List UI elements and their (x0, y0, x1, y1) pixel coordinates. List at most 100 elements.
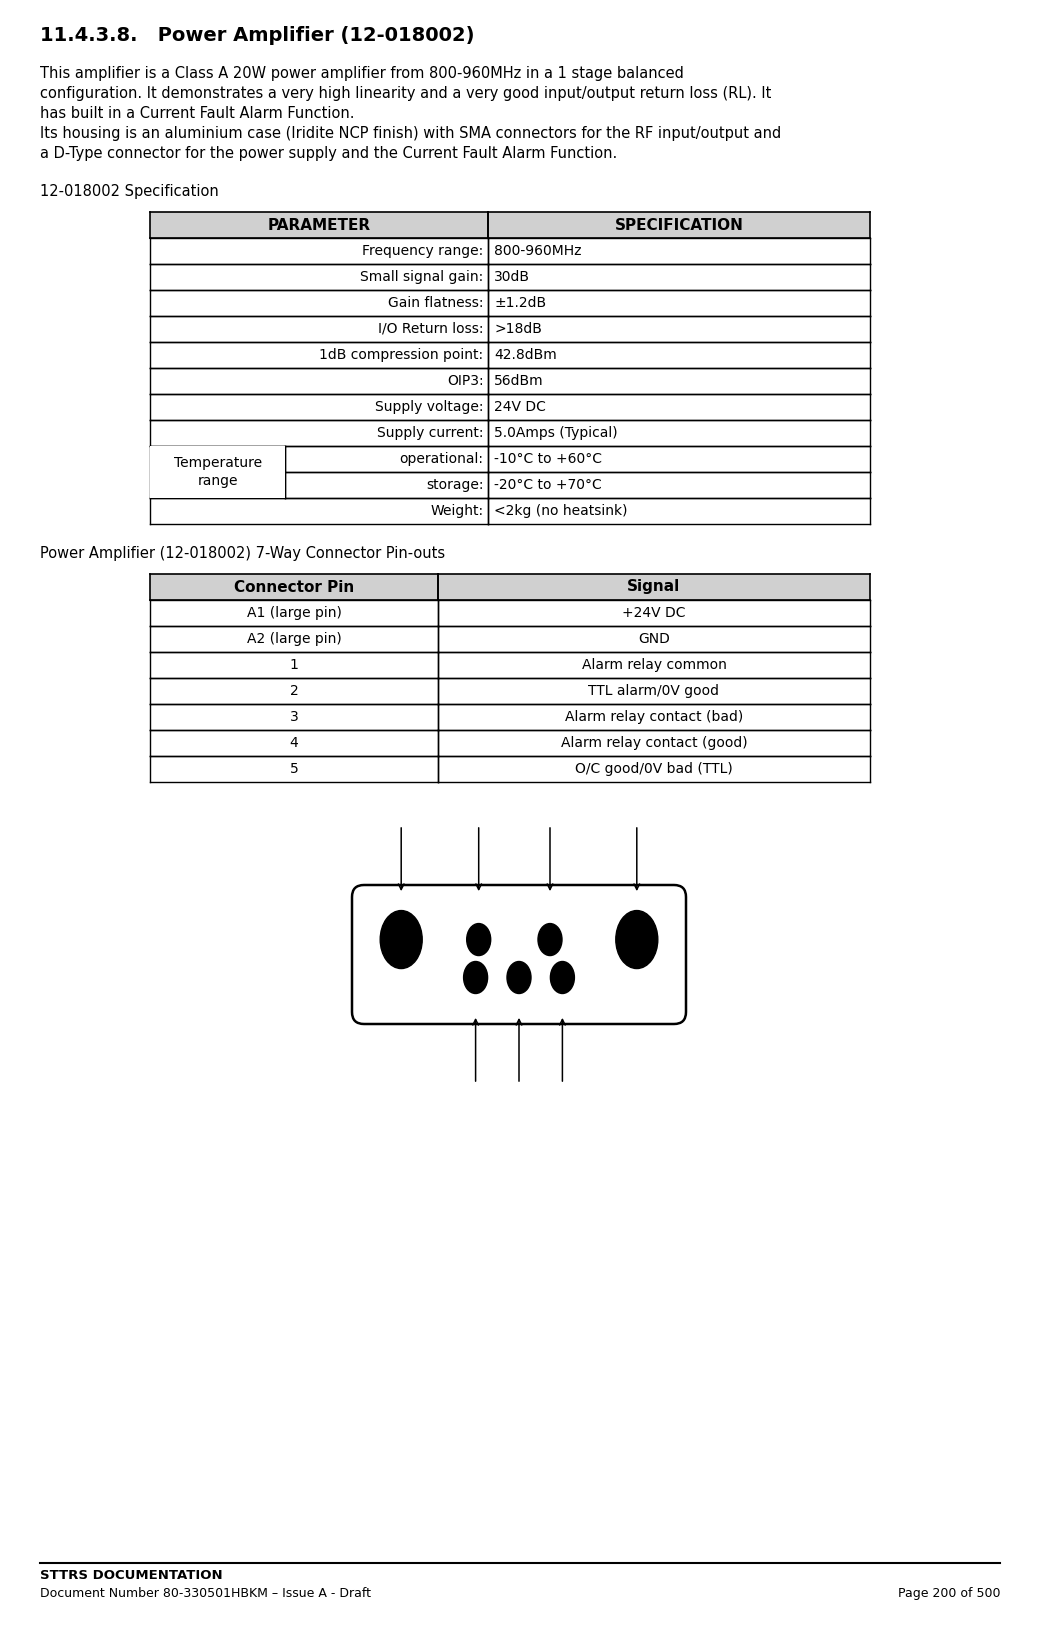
Bar (438, 756, 870, 782)
Bar (285, 447, 489, 473)
Text: 1dB compression point:: 1dB compression point: (320, 348, 484, 362)
Bar (438, 730, 870, 756)
Text: Temperature
range: Temperature range (173, 456, 262, 488)
Bar (489, 394, 870, 420)
Text: 56dBm: 56dBm (494, 375, 544, 388)
Text: Frequency range:: Frequency range: (362, 244, 484, 258)
Text: Power Amplifier (12-018002) 7-Way Connector Pin-outs: Power Amplifier (12-018002) 7-Way Connec… (40, 546, 445, 561)
Bar (489, 263, 870, 290)
Bar (438, 703, 870, 730)
Ellipse shape (538, 924, 562, 955)
Text: 30dB: 30dB (494, 270, 530, 285)
Bar (285, 473, 489, 497)
Text: 24V DC: 24V DC (494, 399, 546, 414)
Bar (151, 342, 489, 368)
Text: A1 (large pin): A1 (large pin) (247, 605, 342, 620)
Bar (489, 342, 870, 368)
Bar (489, 368, 870, 394)
Bar (489, 420, 870, 447)
Bar (438, 600, 870, 627)
Ellipse shape (507, 962, 531, 993)
Text: TTL alarm/0V good: TTL alarm/0V good (589, 684, 719, 699)
Text: Alarm relay contact (bad): Alarm relay contact (bad) (565, 710, 743, 725)
Text: has built in a Current Fault Alarm Function.: has built in a Current Fault Alarm Funct… (40, 106, 355, 121)
Bar (151, 394, 489, 420)
Text: GND: GND (638, 631, 670, 646)
Text: Connector Pin: Connector Pin (234, 579, 354, 594)
Text: a D-Type connector for the power supply and the Current Fault Alarm Function.: a D-Type connector for the power supply … (40, 146, 618, 160)
Bar (438, 653, 870, 677)
Text: Gain flatness:: Gain flatness: (388, 296, 484, 309)
Text: configuration. It demonstrates a very high linearity and a very good input/outpu: configuration. It demonstrates a very hi… (40, 87, 771, 101)
Ellipse shape (467, 924, 491, 955)
Bar (151, 263, 489, 290)
Bar (151, 756, 438, 782)
Bar (489, 290, 870, 316)
Text: I/O Return loss:: I/O Return loss: (378, 322, 484, 335)
Ellipse shape (550, 962, 574, 993)
Bar (151, 316, 489, 342)
Text: SPECIFICATION: SPECIFICATION (614, 218, 743, 232)
Text: -20°C to +70°C: -20°C to +70°C (494, 478, 602, 492)
Text: <2kg (no heatsink): <2kg (no heatsink) (494, 504, 628, 519)
Bar (151, 213, 489, 237)
FancyBboxPatch shape (352, 885, 686, 1024)
Text: -10°C to +60°C: -10°C to +60°C (494, 452, 602, 466)
Bar (151, 600, 438, 627)
Bar (489, 497, 870, 524)
Bar (438, 574, 870, 600)
Text: Document Number 80-330501HBKM – Issue A - Draft: Document Number 80-330501HBKM – Issue A … (40, 1587, 371, 1600)
Text: Signal: Signal (627, 579, 681, 594)
Bar (489, 316, 870, 342)
Text: Weight:: Weight: (431, 504, 484, 519)
Text: 5.0Amps (Typical): 5.0Amps (Typical) (494, 425, 618, 440)
Text: 12-018002 Specification: 12-018002 Specification (40, 183, 219, 200)
Text: operational:: operational: (400, 452, 484, 466)
Bar (489, 237, 870, 263)
Text: 3: 3 (290, 710, 298, 725)
Text: PARAMETER: PARAMETER (268, 218, 371, 232)
Bar (151, 730, 438, 756)
Bar (489, 447, 870, 473)
Text: 2: 2 (290, 684, 298, 699)
Text: 5: 5 (290, 762, 298, 775)
Bar (438, 677, 870, 703)
Text: 4: 4 (290, 736, 298, 749)
Bar (151, 653, 438, 677)
Bar (151, 447, 285, 497)
Text: ±1.2dB: ±1.2dB (494, 296, 547, 309)
Bar (489, 473, 870, 497)
Text: 42.8dBm: 42.8dBm (494, 348, 557, 362)
Bar (151, 368, 489, 394)
Text: Its housing is an aluminium case (Iridite NCP finish) with SMA connectors for th: Its housing is an aluminium case (Iridit… (40, 126, 782, 141)
Text: >18dB: >18dB (494, 322, 542, 335)
Ellipse shape (380, 911, 422, 969)
Text: 1: 1 (290, 658, 299, 672)
Text: Supply current:: Supply current: (377, 425, 484, 440)
Text: OIP3:: OIP3: (446, 375, 484, 388)
Text: 11.4.3.8.   Power Amplifier (12-018002): 11.4.3.8. Power Amplifier (12-018002) (40, 26, 474, 46)
Bar (489, 213, 870, 237)
Bar (151, 237, 489, 263)
Bar (151, 627, 438, 653)
Bar (151, 420, 489, 447)
Text: Small signal gain:: Small signal gain: (360, 270, 484, 285)
Text: +24V DC: +24V DC (622, 605, 686, 620)
Text: O/C good/0V bad (TTL): O/C good/0V bad (TTL) (575, 762, 733, 775)
Bar (438, 627, 870, 653)
Text: STTRS DOCUMENTATION: STTRS DOCUMENTATION (40, 1569, 222, 1582)
Ellipse shape (616, 911, 658, 969)
Bar (151, 677, 438, 703)
Text: Supply voltage:: Supply voltage: (375, 399, 484, 414)
Text: 800-960MHz: 800-960MHz (494, 244, 582, 258)
Bar (151, 703, 438, 730)
Bar (151, 497, 489, 524)
Text: Page 200 of 500: Page 200 of 500 (898, 1587, 1000, 1600)
Text: Alarm relay common: Alarm relay common (581, 658, 727, 672)
Bar (151, 290, 489, 316)
Text: A2 (large pin): A2 (large pin) (247, 631, 342, 646)
Bar (151, 574, 438, 600)
Text: storage:: storage: (426, 478, 484, 492)
Ellipse shape (464, 962, 488, 993)
Text: Alarm relay contact (good): Alarm relay contact (good) (561, 736, 747, 749)
